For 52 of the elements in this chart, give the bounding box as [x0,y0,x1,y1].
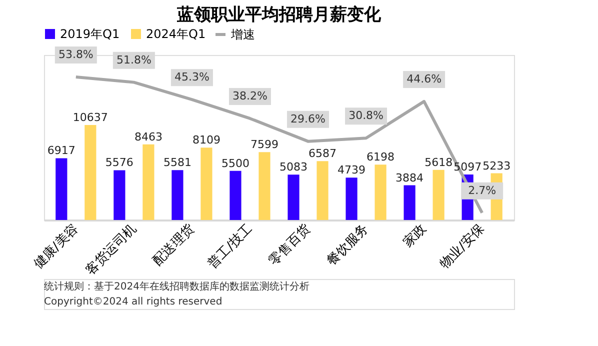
data-label: 3884 [396,171,424,184]
data-label: 7599 [250,138,278,152]
x-tick-label: 餐饮服务 [324,222,372,269]
x-tick-label: 普工/技工 [204,220,256,272]
bar [142,144,154,220]
bar [114,170,126,220]
bar [288,174,300,220]
data-label: 5233 [482,159,511,172]
text: 统计规则：基于2024年在线招聘数据库的数据监测统计分析 [44,280,310,292]
data-label: 5576 [105,156,134,170]
data-label: 5618 [424,156,453,169]
bar [84,125,96,220]
x-tick-label: 物业/安保 [436,220,488,272]
data-label: 2.7% [468,184,496,197]
chart-title: 蓝领职业平均招聘月薪变化 [176,5,382,25]
x-tick-label: 零售百货 [266,222,314,269]
bar [404,185,416,220]
data-label: 10637 [72,111,108,124]
bar [316,161,328,220]
bar [258,152,270,220]
bar [432,170,444,220]
x-tick-label: 客货运司机 [82,220,140,278]
data-label: 5083 [280,160,308,174]
legend-label: 增速 [230,28,255,42]
data-label: 4739 [338,164,366,177]
data-label: 45.3% [174,70,210,84]
data-label: 44.6% [406,72,442,86]
data-label: 29.6% [290,112,326,126]
bar [374,164,386,220]
x-tick-label: 家政 [400,220,430,251]
x-tick-label: 配送理货 [150,222,198,269]
data-label: 5500 [221,156,250,170]
data-label: 30.8% [348,109,384,122]
data-label: 38.2% [232,89,268,102]
legend-label: 2024年Q1 [146,27,206,41]
data-label: 53.8% [58,48,94,61]
legend-label: 2019年Q1 [60,27,120,41]
bar [172,170,184,220]
data-label: 6198 [366,150,395,164]
data-label: 6587 [308,147,337,160]
bar [56,158,68,220]
data-label: 5097 [454,160,482,174]
data-label: 8463 [134,130,162,144]
data-label: 5581 [163,156,192,170]
x-tick-label: 健康/美容 [30,220,82,272]
bar [200,148,212,220]
data-label: 51.8% [116,53,152,66]
bar [346,178,358,220]
data-label: 6917 [47,144,76,158]
data-label: 8109 [192,134,220,147]
text: Copyright©2024 all rights reserved [44,296,222,308]
bar [230,170,242,220]
